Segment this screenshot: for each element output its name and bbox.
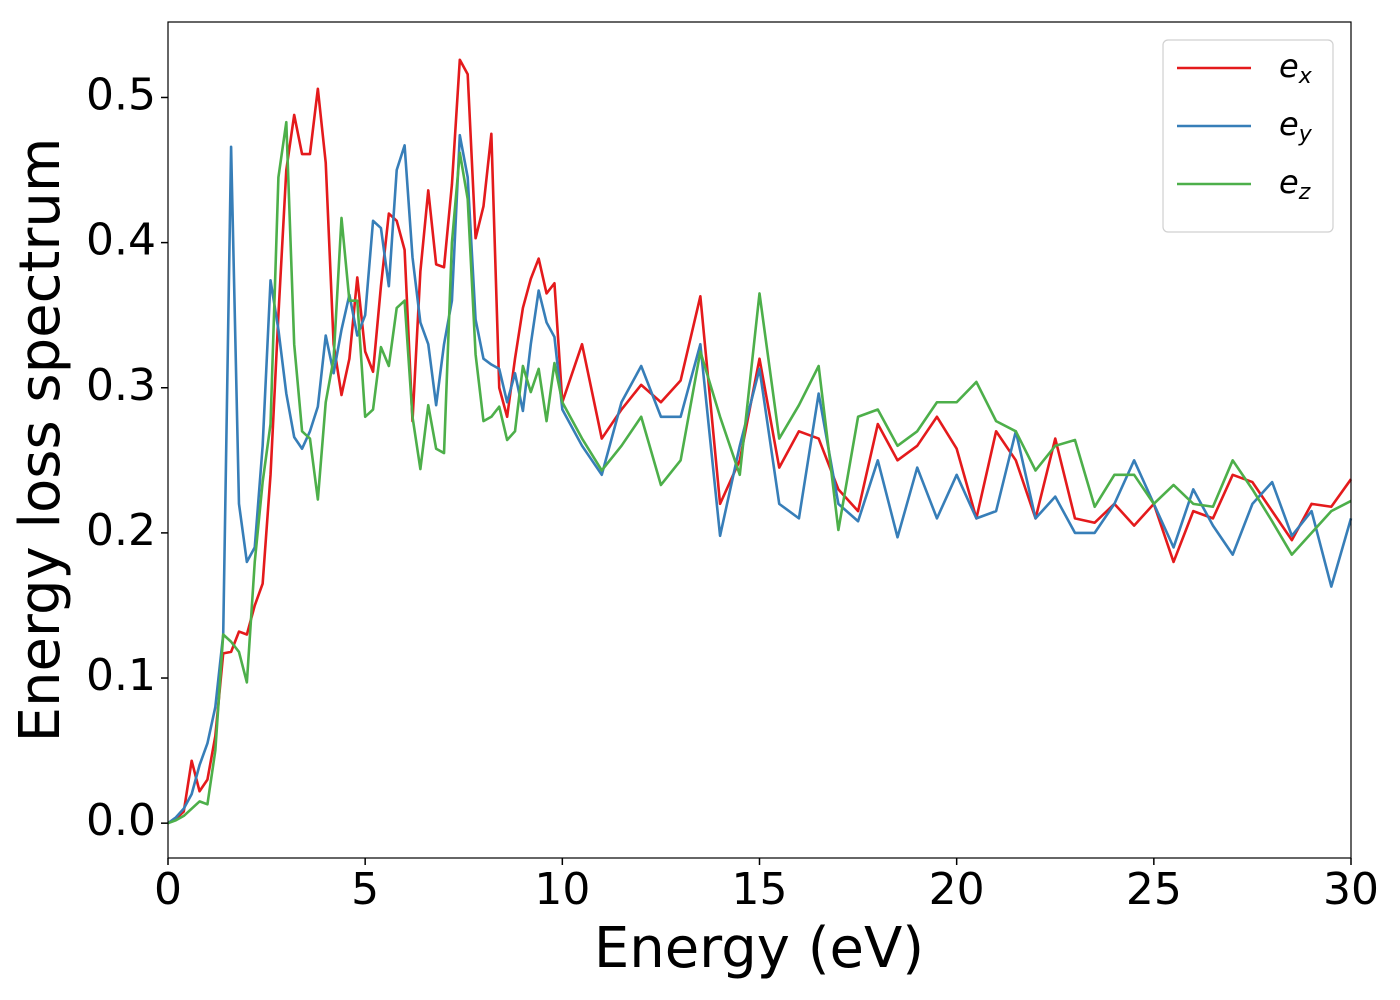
plot-area [168,22,1351,858]
y-tick-label: 0.0 [86,795,156,846]
series-line [167,133,1353,825]
x-tick-label: 10 [534,864,590,915]
legend-label: ey [1279,105,1313,147]
x-tick-label: 20 [929,864,985,915]
series-line [167,120,1352,825]
x-tick-label: 5 [351,864,379,915]
x-tick-label: 30 [1323,864,1379,915]
y-tick-label: 0.3 [86,360,156,411]
y-tick-label: 0.1 [86,650,156,701]
x-tick-label: 15 [732,864,788,915]
plot-frame [167,21,1352,859]
x-tick-label: 0 [154,864,182,915]
legend-label: ex [1279,47,1313,89]
y-tick-label: 0.4 [86,215,156,266]
legend-label: ez [1279,163,1311,205]
x-axis-label: Energy (eV) [594,916,924,981]
x-tick-label: 25 [1126,864,1182,915]
series-line [167,58,1353,825]
y-tick-label: 0.2 [86,505,156,556]
y-tick-label: 0.5 [86,69,156,120]
y-axis-label: Energy loss spectrum [8,138,73,743]
